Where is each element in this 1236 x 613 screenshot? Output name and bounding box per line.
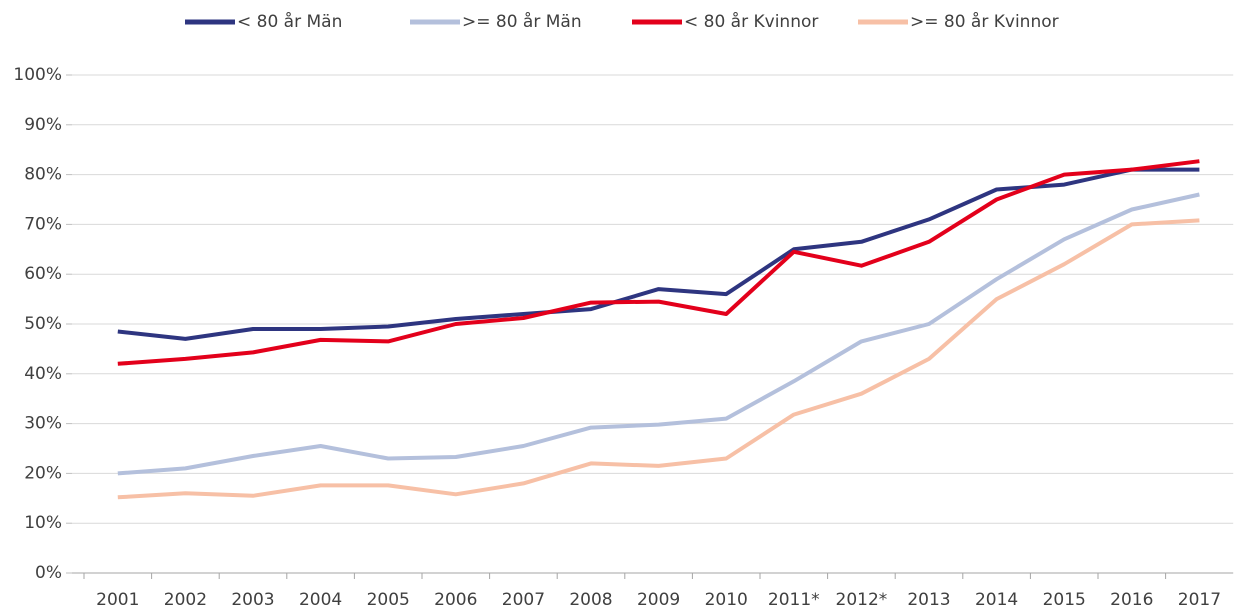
y-tick-label: 40% <box>24 364 62 384</box>
legend-label: >= 80 år Kvinnor <box>910 11 1059 32</box>
legend-label: < 80 år Män <box>237 11 342 32</box>
legend-label: < 80 år Kvinnor <box>684 11 818 32</box>
x-tick-label: 2014 <box>975 590 1018 610</box>
x-tick-label: 2004 <box>299 590 342 610</box>
x-tick-label: 2015 <box>1043 590 1086 610</box>
x-tick-label: 2009 <box>637 590 680 610</box>
y-tick-label: 60% <box>24 264 62 284</box>
x-tick-label: 2013 <box>907 590 950 610</box>
x-tick-label: 2006 <box>434 590 477 610</box>
x-tick-label: 2005 <box>367 590 410 610</box>
legend-label: >= 80 år Män <box>462 11 582 32</box>
x-tick-label: 2017 <box>1178 590 1221 610</box>
x-tick-label: 2001 <box>96 590 139 610</box>
y-tick-label: 0% <box>35 563 62 583</box>
series-line <box>117 218 1200 500</box>
series-line <box>117 159 1200 366</box>
x-tick-label: 2011* <box>768 590 820 610</box>
y-tick-label: 30% <box>24 414 62 434</box>
y-tick-label: 50% <box>24 314 62 334</box>
x-tick-label: 2010 <box>705 590 748 610</box>
x-tick-label: 2016 <box>1110 590 1153 610</box>
y-tick-label: 80% <box>24 165 62 185</box>
x-tick-label: 2002 <box>164 590 207 610</box>
x-tick-label: 2008 <box>569 590 612 610</box>
series-line <box>117 192 1200 476</box>
y-tick-label: 70% <box>24 214 62 234</box>
series-line <box>117 167 1200 341</box>
y-tick-label: 100% <box>13 65 62 85</box>
x-tick-label: 2003 <box>231 590 274 610</box>
x-tick-label: 2007 <box>502 590 545 610</box>
y-tick-label: 20% <box>24 463 62 483</box>
y-tick-label: 90% <box>24 115 62 135</box>
x-tick-label: 2012* <box>836 590 888 610</box>
y-tick-label: 10% <box>24 513 62 533</box>
